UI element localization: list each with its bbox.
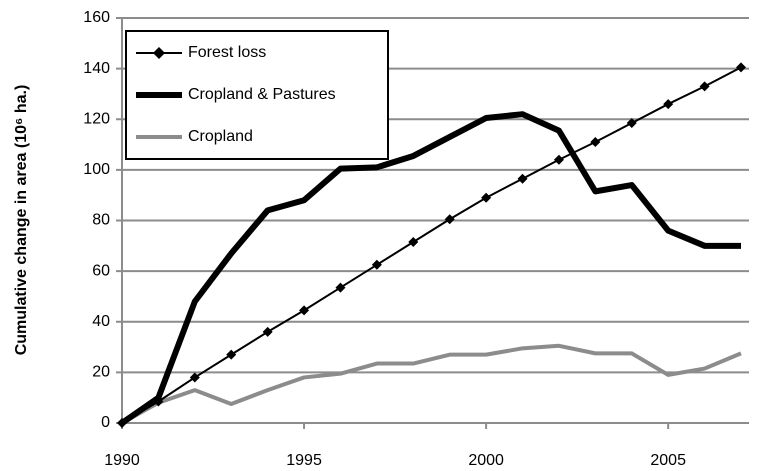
y-tick-label: 20 <box>92 364 110 381</box>
legend-label: Cropland & Pastures <box>188 86 336 103</box>
marker <box>408 237 419 248</box>
y-tick-label: 100 <box>83 161 110 178</box>
marker <box>699 81 710 92</box>
marker <box>481 192 492 203</box>
marker <box>444 214 455 225</box>
x-tick-label: 1990 <box>104 452 140 469</box>
y-axis-label: Cumulative change in area (10⁶ ha.) <box>13 85 30 356</box>
y-tick-label: 80 <box>92 212 110 229</box>
marker <box>299 305 310 316</box>
marker <box>371 259 382 270</box>
series-line <box>121 66 742 424</box>
marker <box>663 99 674 110</box>
marker <box>189 372 200 383</box>
marker <box>335 282 346 293</box>
marker <box>626 118 637 129</box>
legend-label: Forest loss <box>188 44 266 61</box>
y-tick-label: 120 <box>83 110 110 127</box>
y-tick-label: 160 <box>83 9 110 26</box>
y-tick-label: 40 <box>92 313 110 330</box>
marker <box>226 349 237 360</box>
marker <box>736 62 746 73</box>
x-tick-label: 1995 <box>286 452 322 469</box>
legend-label: Cropland <box>188 128 253 145</box>
y-tick-label: 0 <box>101 414 110 431</box>
x-tick-label: 2005 <box>650 452 686 469</box>
y-tick-label: 140 <box>83 60 110 77</box>
y-tick-label: 60 <box>92 262 110 279</box>
x-tick-label: 2000 <box>468 452 504 469</box>
marker <box>153 396 164 407</box>
marker <box>590 137 601 148</box>
marker <box>553 154 564 165</box>
series-line <box>121 343 742 425</box>
marker <box>262 326 273 337</box>
marker <box>117 418 127 428</box>
series-line <box>120 111 741 426</box>
marker <box>517 173 528 184</box>
legend-marker <box>153 47 165 59</box>
